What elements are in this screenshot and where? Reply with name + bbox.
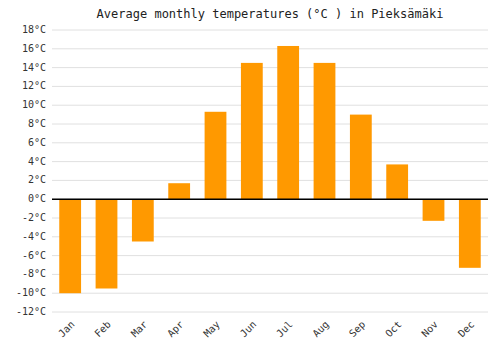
- y-tick-label: 12°C: [22, 80, 46, 91]
- x-tick-label: May: [201, 319, 222, 340]
- zero-line: [52, 198, 488, 200]
- y-grid: [52, 30, 488, 312]
- x-tick-label: Aug: [310, 319, 331, 340]
- grid-line: [52, 30, 488, 31]
- title: Average monthly temperatures (°C ) in Pi…: [97, 7, 444, 21]
- x-tick-label: Mar: [129, 319, 150, 340]
- bar: [314, 63, 336, 199]
- y-tick-label: -6°C: [22, 250, 46, 261]
- bar: [350, 115, 372, 200]
- y-tick-label: -12°C: [16, 306, 46, 317]
- x-tick-label: Oct: [383, 319, 404, 340]
- bar: [132, 199, 154, 241]
- grid-line: [52, 67, 488, 68]
- y-tick-label: -4°C: [22, 231, 46, 242]
- x-tick-label: Dec: [456, 319, 477, 340]
- x-tick-label: Jan: [56, 319, 77, 340]
- grid-line: [52, 180, 488, 181]
- y-tick-label: -8°C: [22, 268, 46, 279]
- y-tick-label: 4°C: [28, 156, 46, 167]
- bar: [168, 183, 190, 199]
- x-tick-label: Sep: [347, 319, 368, 340]
- y-tick-label: -10°C: [16, 287, 46, 298]
- y-tick-label: 16°C: [22, 43, 46, 54]
- x-tick-label: Nov: [419, 319, 440, 340]
- y-tick-label: 8°C: [28, 118, 46, 129]
- y-tick-label: -2°C: [22, 212, 46, 223]
- grid-line: [52, 86, 488, 87]
- bar: [241, 63, 263, 199]
- y-tick-label: 0°C: [28, 193, 46, 204]
- chart-svg: -12°C -10°C -8°C -6°C -4°C -2°C 0°C 2°C 4°C 6°C 8°…: [0, 0, 500, 350]
- grid-line: [52, 236, 488, 237]
- x-axis: Jan Feb Mar Apr May Jun Jul Aug Sep Oct Nov Dec: [56, 319, 476, 340]
- bar: [96, 199, 118, 288]
- bar: [59, 199, 81, 293]
- grid-line: [52, 255, 488, 256]
- grid-line: [52, 293, 488, 294]
- y-tick-label: 14°C: [22, 62, 46, 73]
- chart-container: -12°C -10°C -8°C -6°C -4°C -2°C 0°C 2°C 4°C 6°C 8°…: [0, 0, 500, 350]
- grid-line: [52, 105, 488, 106]
- x-tick-label: Apr: [165, 319, 186, 340]
- x-tick-label: Jun: [238, 319, 259, 340]
- bar: [459, 199, 481, 268]
- x-tick-label: Feb: [92, 319, 113, 340]
- bar: [205, 112, 227, 199]
- y-tick-label: 2°C: [28, 174, 46, 185]
- bar: [277, 46, 299, 199]
- y-tick-label: 10°C: [22, 99, 46, 110]
- grid-line: [52, 199, 488, 200]
- grid-line: [52, 312, 488, 313]
- grid-line: [52, 274, 488, 275]
- x-tick-label: Jul: [274, 319, 295, 340]
- y-axis: -12°C -10°C -8°C -6°C -4°C -2°C 0°C 2°C 4°C 6°C 8°…: [16, 24, 46, 317]
- y-tick-label: 18°C: [22, 24, 46, 35]
- bar: [386, 164, 408, 199]
- y-tick-label: 6°C: [28, 137, 46, 148]
- bars: [59, 46, 480, 293]
- bar: [423, 199, 445, 221]
- grid-line: [52, 124, 488, 125]
- grid-line: [52, 48, 488, 49]
- grid-line: [52, 161, 488, 162]
- grid-line: [52, 142, 488, 143]
